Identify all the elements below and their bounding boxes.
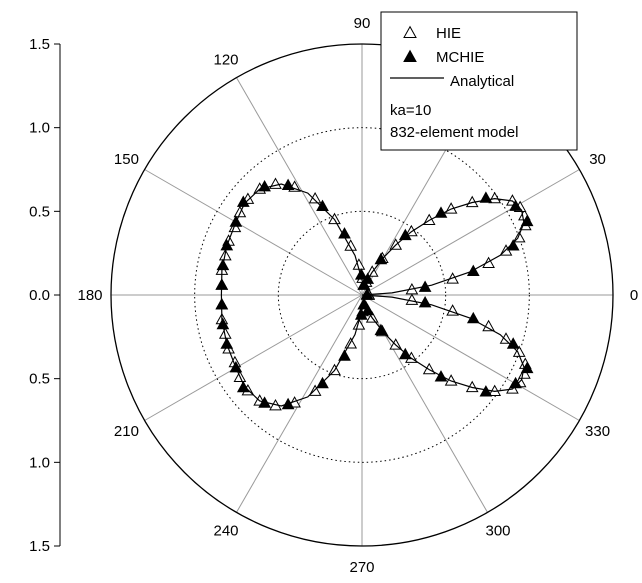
grid-circle-2 bbox=[194, 127, 530, 463]
mchie-point bbox=[509, 199, 522, 211]
hie-point bbox=[389, 238, 403, 250]
hie-point bbox=[269, 177, 282, 189]
legend-label-mchie: MCHIE bbox=[436, 49, 484, 66]
hie-point bbox=[482, 256, 495, 268]
hie-point bbox=[499, 332, 513, 344]
mchie-point bbox=[374, 252, 388, 265]
radial-axis: 1.5 1.0 0.5 0.0 0.5 1.0 1.5 bbox=[29, 36, 61, 555]
hie-point bbox=[444, 374, 458, 386]
hie-point bbox=[482, 319, 495, 332]
legend-marker-hie bbox=[403, 25, 417, 38]
hie-point bbox=[308, 191, 322, 204]
angle-label-0: 0 bbox=[630, 287, 638, 304]
angle-label-330: 330 bbox=[585, 423, 610, 440]
angle-label-90: 90 bbox=[354, 15, 371, 32]
angle-label-150: 150 bbox=[114, 151, 139, 168]
hie-point bbox=[328, 212, 341, 225]
legend-label-analytical: Analytical bbox=[450, 73, 514, 90]
angle-label-120: 120 bbox=[213, 51, 238, 68]
angle-label-210: 210 bbox=[114, 423, 139, 440]
spoke-330 bbox=[361, 294, 580, 421]
outer-circle bbox=[110, 43, 614, 547]
mchie-point bbox=[506, 337, 520, 349]
spoke-150 bbox=[144, 169, 363, 296]
legend: HIE MCHIE Analytical ka=10 832-element model bbox=[380, 11, 578, 151]
data-series bbox=[215, 177, 534, 411]
radial-tick-label: 0.5 bbox=[29, 203, 50, 220]
hie-point bbox=[344, 239, 358, 251]
spoke-210 bbox=[144, 294, 363, 421]
series-analytical bbox=[220, 183, 525, 407]
legend-note: ka=10 bbox=[390, 102, 431, 119]
spoke-30 bbox=[361, 169, 580, 296]
spoke-120 bbox=[236, 77, 363, 296]
angle-label-30: 30 bbox=[589, 151, 606, 168]
hie-point bbox=[488, 191, 502, 204]
radial-tick-label: 1.5 bbox=[29, 538, 50, 555]
mchie-point bbox=[418, 295, 432, 308]
spoke-240 bbox=[236, 294, 363, 513]
hie-point bbox=[405, 293, 419, 305]
angle-label-270: 270 bbox=[349, 559, 374, 576]
legend-marker-mchie bbox=[403, 49, 417, 62]
hie-point bbox=[352, 318, 366, 330]
radial-tick-label: 1.5 bbox=[29, 36, 50, 53]
angle-label-180: 180 bbox=[77, 287, 102, 304]
hie-point bbox=[233, 205, 247, 218]
grid-circle-1 bbox=[277, 210, 447, 380]
radial-tick-label: 0.5 bbox=[29, 371, 50, 388]
radial-tick-label: 0.0 bbox=[29, 287, 50, 304]
mchie-point bbox=[236, 380, 250, 393]
mchie-point bbox=[479, 385, 493, 397]
hie-point bbox=[518, 367, 531, 379]
radial-tick-label: 1.0 bbox=[29, 454, 50, 471]
angle-label-240: 240 bbox=[213, 523, 238, 540]
legend-note: 832-element model bbox=[390, 124, 518, 141]
radial-tick-label: 1.0 bbox=[29, 120, 50, 137]
legend-label-hie: HIE bbox=[436, 25, 461, 42]
angle-label-300: 300 bbox=[485, 523, 510, 540]
mchie-point bbox=[357, 278, 371, 290]
analytical-curve bbox=[220, 183, 525, 407]
